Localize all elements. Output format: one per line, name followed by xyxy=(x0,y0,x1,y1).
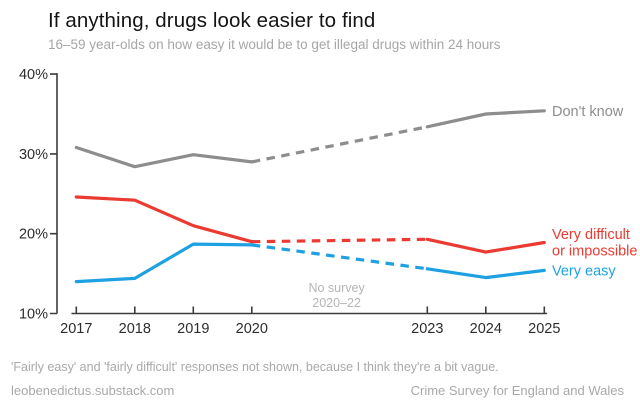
x-tick-label: 2017 xyxy=(60,321,92,337)
no-survey-annotation-line1: No survey xyxy=(308,281,365,295)
series-label-very-difficult-or-impossible: Very difficult xyxy=(552,227,630,243)
x-tick-label: 2024 xyxy=(470,321,502,337)
chart-footnote: 'Fairly easy' and 'fairly difficult' res… xyxy=(11,360,499,374)
x-tick-label: 2023 xyxy=(411,321,443,337)
series-label-don-t-know: Don't know xyxy=(552,104,624,120)
y-tick-label: 10% xyxy=(19,307,48,323)
line-don-t-know-observed-early xyxy=(74,145,254,169)
data-source-credit: Crime Survey for England and Wales xyxy=(410,383,624,398)
line-very-easy-interpolated xyxy=(251,243,428,271)
line-very-difficult-or-impossible-observed-late xyxy=(425,237,546,254)
line-don-t-know-observed-late xyxy=(425,109,546,129)
no-survey-annotation-line2: 2020–22 xyxy=(312,296,361,310)
line-very-difficult-or-impossible-observed-early xyxy=(74,195,254,244)
x-tick-label: 2020 xyxy=(236,321,268,337)
line-very-easy-observed-early xyxy=(74,242,254,284)
y-axis xyxy=(50,73,58,315)
chart-subtitle: 16–59 year-olds on how easy it would be … xyxy=(48,37,501,52)
series-label-very-difficult-or-impossible: or impossible xyxy=(552,244,637,260)
x-tick-label: 2019 xyxy=(177,321,209,337)
chart-title: If anything, drugs look easier to find xyxy=(48,9,376,32)
y-tick-label: 20% xyxy=(19,227,48,243)
x-tick-label: 2025 xyxy=(528,321,560,337)
author-site-credit: leobenedictus.substack.com xyxy=(11,383,175,398)
y-tick-label: 30% xyxy=(19,147,48,163)
x-tick-label: 2018 xyxy=(119,321,151,337)
line-very-difficult-or-impossible-interpolated xyxy=(251,237,428,244)
x-axis xyxy=(71,306,547,315)
line-very-easy-observed-late xyxy=(425,267,546,280)
y-tick-label: 40% xyxy=(19,67,48,83)
line-don-t-know-interpolated xyxy=(251,125,428,164)
series-label-very-easy: Very easy xyxy=(552,263,616,279)
